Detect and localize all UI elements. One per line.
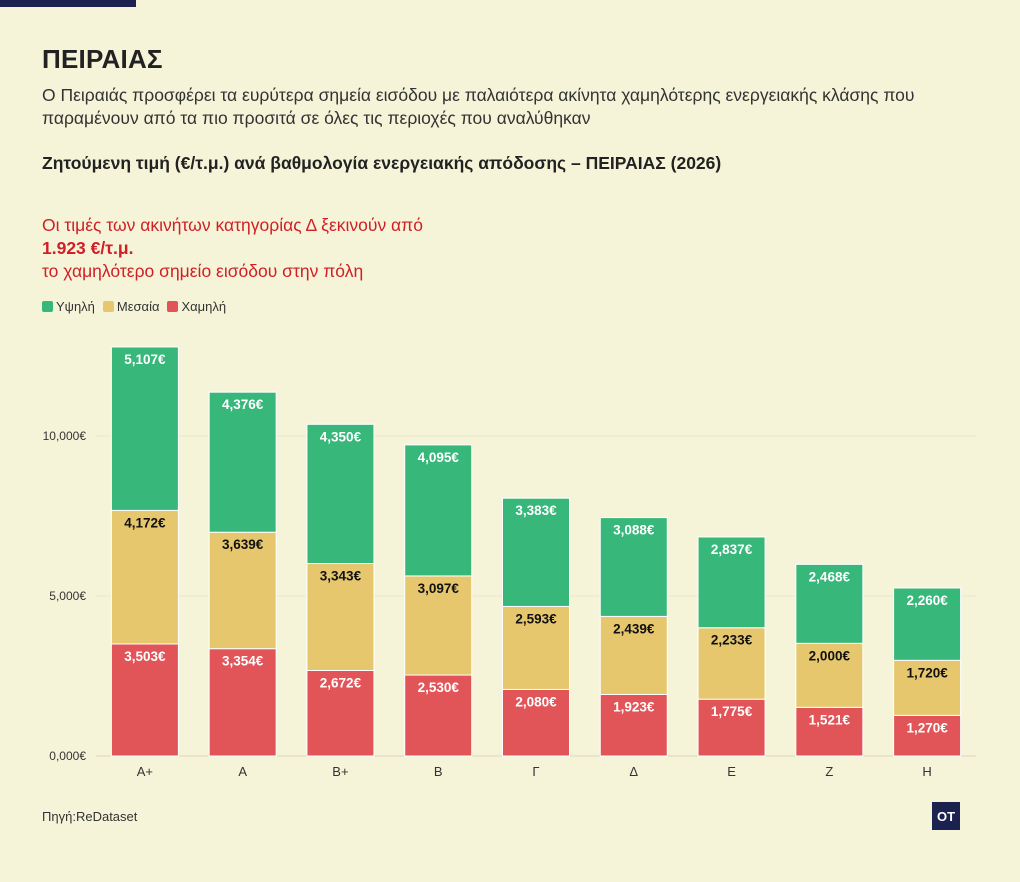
annotation: Οι τιμές των ακινήτων κατηγορίας Δ ξεκιν… [42, 214, 423, 283]
data-label: 1,521€ [809, 712, 851, 727]
x-tick-label: A+ [137, 764, 153, 779]
bar-segment [697, 627, 766, 700]
x-tick-label: B [434, 764, 443, 779]
x-tick-label: Ζ [825, 764, 833, 779]
bar-segment [502, 688, 570, 757]
legend-swatch-high [42, 301, 53, 312]
data-label: 4,376€ [222, 397, 264, 412]
y-tick-label: 0,000€ [49, 749, 86, 763]
page-subtitle: Ο Πειραιάς προσφέρει τα ευρύτερα σημεία … [42, 85, 915, 128]
annotation-line-1: Οι τιμές των ακινήτων κατηγορίας Δ ξεκιν… [42, 215, 423, 235]
data-label: 3,503€ [124, 649, 166, 664]
data-label: 2,593€ [515, 611, 557, 626]
data-label: 3,088€ [613, 523, 655, 538]
x-tick-label: Γ [532, 764, 539, 779]
data-label: 3,343€ [320, 569, 362, 584]
source-credit: Πηγή:ReDataset [42, 809, 138, 824]
annotation-line-3: το χαμηλότερο σημείο εισόδου στην πόλη [42, 261, 364, 281]
data-label: 2,080€ [515, 694, 557, 709]
data-label: 2,530€ [418, 680, 460, 695]
data-label: 3,354€ [222, 654, 264, 669]
bar-segment [404, 674, 473, 757]
legend-label-high: Υψηλή [56, 299, 95, 314]
bar-segment [893, 714, 962, 757]
data-label: 5,107€ [124, 352, 166, 367]
legend-item-low: Χαμηλή [167, 299, 226, 314]
data-label: 2,260€ [906, 593, 948, 608]
y-tick-label: 5,000€ [49, 589, 86, 603]
annotation-highlight-value: 1.923 €/τ.μ. [42, 238, 134, 258]
bar-segment [502, 497, 570, 607]
bar-segment [306, 669, 375, 757]
x-tick-label: Ε [727, 764, 736, 779]
bar-segment [599, 693, 668, 757]
data-label: 1,775€ [711, 704, 753, 719]
chart-legend: Υψηλή Μεσαία Χαμηλή [42, 299, 226, 314]
page-title: ΠΕΙΡΑΙΑΣ [42, 44, 163, 74]
legend-swatch-medium [102, 301, 114, 312]
data-label: 2,837€ [711, 542, 753, 557]
x-tick-label: Η [922, 764, 931, 779]
bar-segment [795, 563, 864, 644]
data-label: 2,468€ [809, 569, 851, 584]
data-label: 2,000€ [809, 648, 851, 663]
x-tick-label: A [238, 764, 247, 779]
bar-segment [795, 706, 864, 757]
bar-segment [795, 642, 864, 708]
data-label: 1,923€ [613, 699, 655, 714]
data-label: 3,639€ [222, 537, 264, 552]
top-accent-bar [0, 0, 136, 7]
ot-logo: OT [932, 802, 960, 830]
bar-segment [208, 531, 277, 650]
bar-segment [893, 659, 962, 716]
bar-segment [697, 698, 766, 757]
chart-heading: Ζητούμενη τιμή (€/τ.μ.) ανά βαθμολογία ε… [42, 153, 722, 173]
data-label: 1,720€ [906, 665, 948, 680]
bar-segment [404, 444, 473, 577]
data-label: 2,672€ [320, 675, 362, 690]
bar-segment [110, 346, 179, 511]
data-label: 1,270€ [906, 720, 948, 735]
bar-segment [110, 509, 179, 645]
data-label: 4,172€ [124, 515, 166, 530]
bar-segment [893, 587, 962, 661]
y-tick-label: 10,000€ [43, 429, 87, 443]
bar-segment [208, 391, 277, 533]
legend-label-low: Χαμηλή [181, 299, 227, 314]
x-tick-label: Δ [629, 764, 638, 779]
legend-label-medium: Μεσαία [116, 299, 160, 314]
data-label: 2,233€ [711, 633, 753, 648]
legend-swatch-low [167, 301, 179, 312]
bar-segment [502, 605, 570, 690]
x-tick-label: B+ [332, 764, 348, 779]
data-label: 2,439€ [613, 621, 655, 636]
data-label: 3,097€ [418, 581, 460, 596]
bar-segment [404, 575, 473, 676]
bar-segment [599, 615, 668, 695]
legend-item-medium: Μεσαία [102, 299, 160, 314]
data-label: 3,383€ [515, 503, 557, 518]
legend-item-high: Υψηλή [42, 299, 95, 314]
data-label: 4,095€ [418, 450, 460, 465]
data-label: 4,350€ [320, 429, 362, 444]
bar-segment [697, 536, 766, 629]
bar-segment [599, 517, 668, 617]
bar-segment [306, 423, 375, 565]
bar-segment [306, 563, 375, 671]
